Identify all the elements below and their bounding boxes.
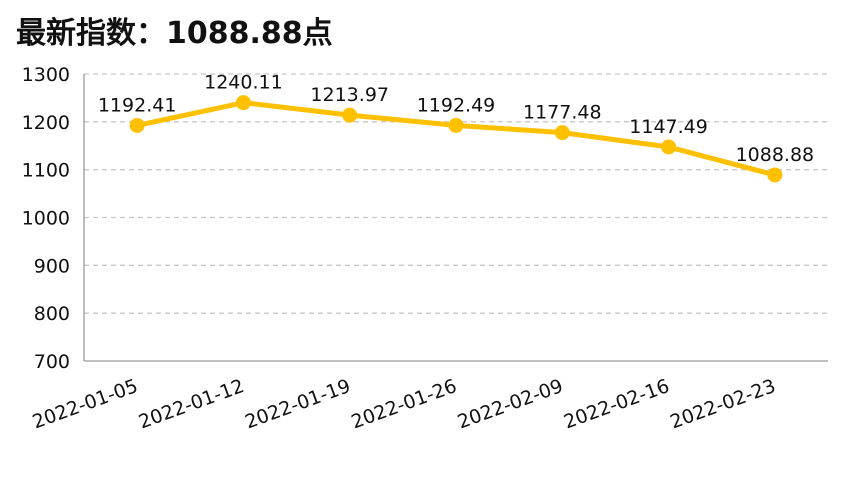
data-point	[129, 117, 145, 133]
y-tick-label: 800	[34, 303, 70, 325]
data-point	[661, 139, 677, 155]
x-tick-label: 2022-01-26	[348, 375, 459, 433]
data-point	[554, 125, 570, 141]
y-tick-label: 1000	[22, 208, 70, 230]
axes	[83, 74, 828, 362]
x-tick-label: 2022-02-23	[667, 375, 778, 433]
x-tick-label: 2022-01-05	[30, 375, 141, 433]
series-layer	[129, 95, 783, 183]
data-point	[767, 167, 783, 183]
data-label: 1088.88	[736, 144, 815, 166]
data-label: 1177.48	[523, 102, 602, 124]
data-labels: 1192.41 1240.11 1213.97 1192.49 1177.48 1147.…	[98, 72, 814, 166]
y-tick-label: 700	[34, 351, 70, 373]
y-tick-label: 900	[34, 255, 70, 277]
data-label: 1213.97	[310, 84, 389, 106]
y-tick-label: 1200	[22, 112, 70, 134]
chart-title: 最新指数：1088.88点	[16, 16, 333, 51]
data-point	[342, 107, 358, 123]
x-tick-label: 2022-01-12	[136, 375, 247, 433]
data-label: 1240.11	[204, 72, 283, 94]
y-axis-ticks: 700 800 900 1000 1100 1200 1300	[22, 64, 70, 373]
data-label: 1147.49	[629, 116, 708, 138]
x-tick-label: 2022-01-19	[242, 375, 353, 433]
y-tick-label: 1300	[22, 64, 70, 86]
x-tick-label: 2022-02-16	[561, 375, 672, 433]
data-label: 1192.41	[98, 94, 177, 116]
data-label: 1192.49	[417, 94, 496, 116]
x-tick-label: 2022-02-09	[455, 375, 566, 433]
x-axis-ticks: 2022-01-052022-01-122022-01-192022-01-26…	[30, 375, 779, 433]
data-point	[235, 95, 251, 111]
data-point	[448, 117, 464, 133]
y-tick-label: 1100	[22, 160, 70, 182]
